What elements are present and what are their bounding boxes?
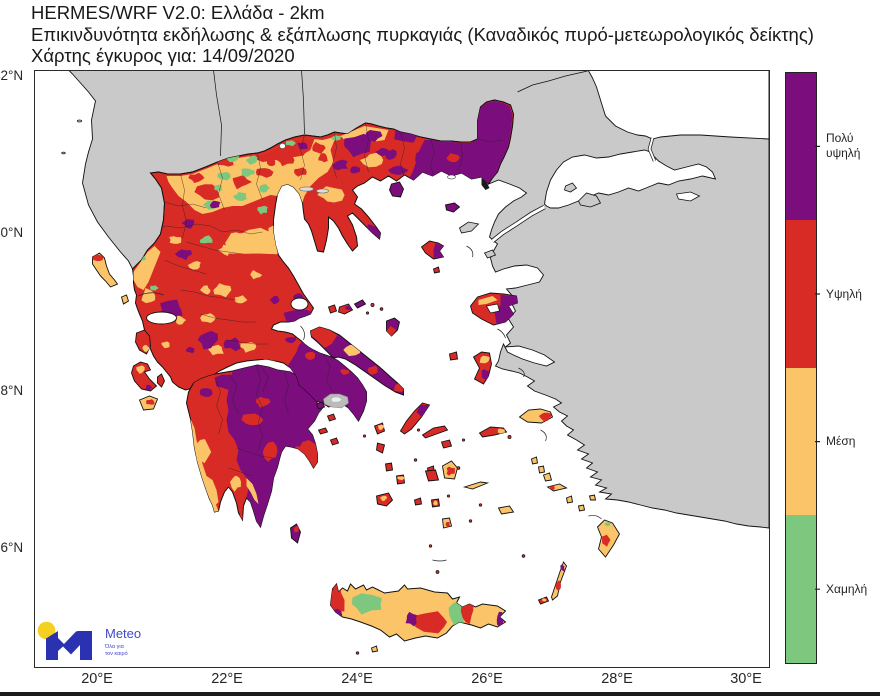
svg-text:τον καιρό: τον καιρό (105, 650, 128, 657)
svg-text:Meteo: Meteo (105, 626, 141, 641)
svg-text:Όλα για: Όλα για (104, 644, 125, 650)
